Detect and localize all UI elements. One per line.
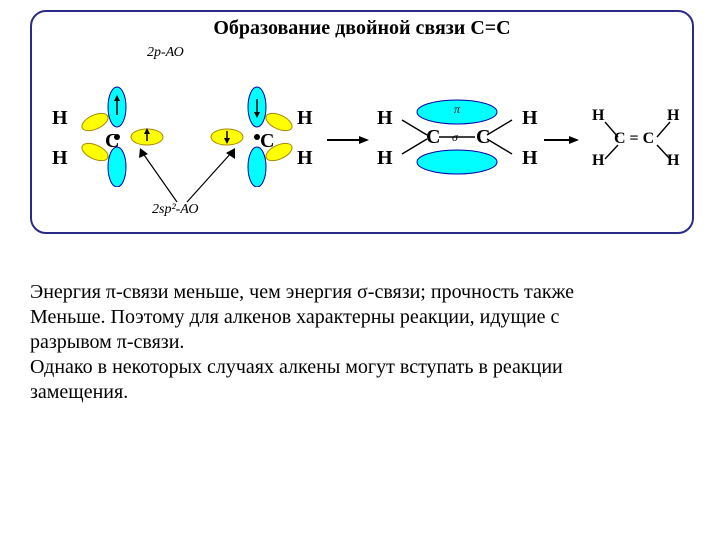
label-sigma: σ: [452, 130, 458, 145]
atom-h: H: [522, 107, 538, 130]
text-line: Меньше. Поэтому для алкенов характерны р…: [30, 305, 690, 330]
atom-h: H: [297, 147, 313, 170]
atom-h: H: [377, 107, 393, 130]
label-2p-ao: 2p-АО: [147, 45, 184, 61]
reaction-arrow-2: [544, 139, 577, 141]
label-pi: π: [454, 102, 460, 117]
structural-bonds: [590, 107, 685, 172]
diagram-panel: Образование двойной связи С=С 2p-АО H H …: [30, 10, 694, 234]
atom-h: H: [377, 147, 393, 170]
atom-h: H: [522, 147, 538, 170]
atom-c: C: [426, 126, 440, 149]
atom-h: H: [52, 107, 68, 130]
text-line: Энергия π-связи меньше, чем энергия σ-св…: [30, 280, 690, 305]
explanation-text: Энергия π-связи меньше, чем энергия σ-св…: [30, 280, 690, 405]
text-line: разрывом π-связи.: [30, 330, 690, 355]
label-2sp2-ao: 2sp²-АО: [152, 202, 198, 218]
atom-c: C: [476, 126, 490, 149]
panel-title: Образование двойной связи С=С: [32, 17, 692, 40]
atom-c: C: [105, 130, 119, 153]
text-line: Однако в некоторых случаях алкены могут …: [30, 355, 690, 380]
atom-h: H: [52, 147, 68, 170]
text-line: замещения.: [30, 380, 690, 405]
atom-h: H: [297, 107, 313, 130]
reaction-arrow-1: [327, 139, 367, 141]
